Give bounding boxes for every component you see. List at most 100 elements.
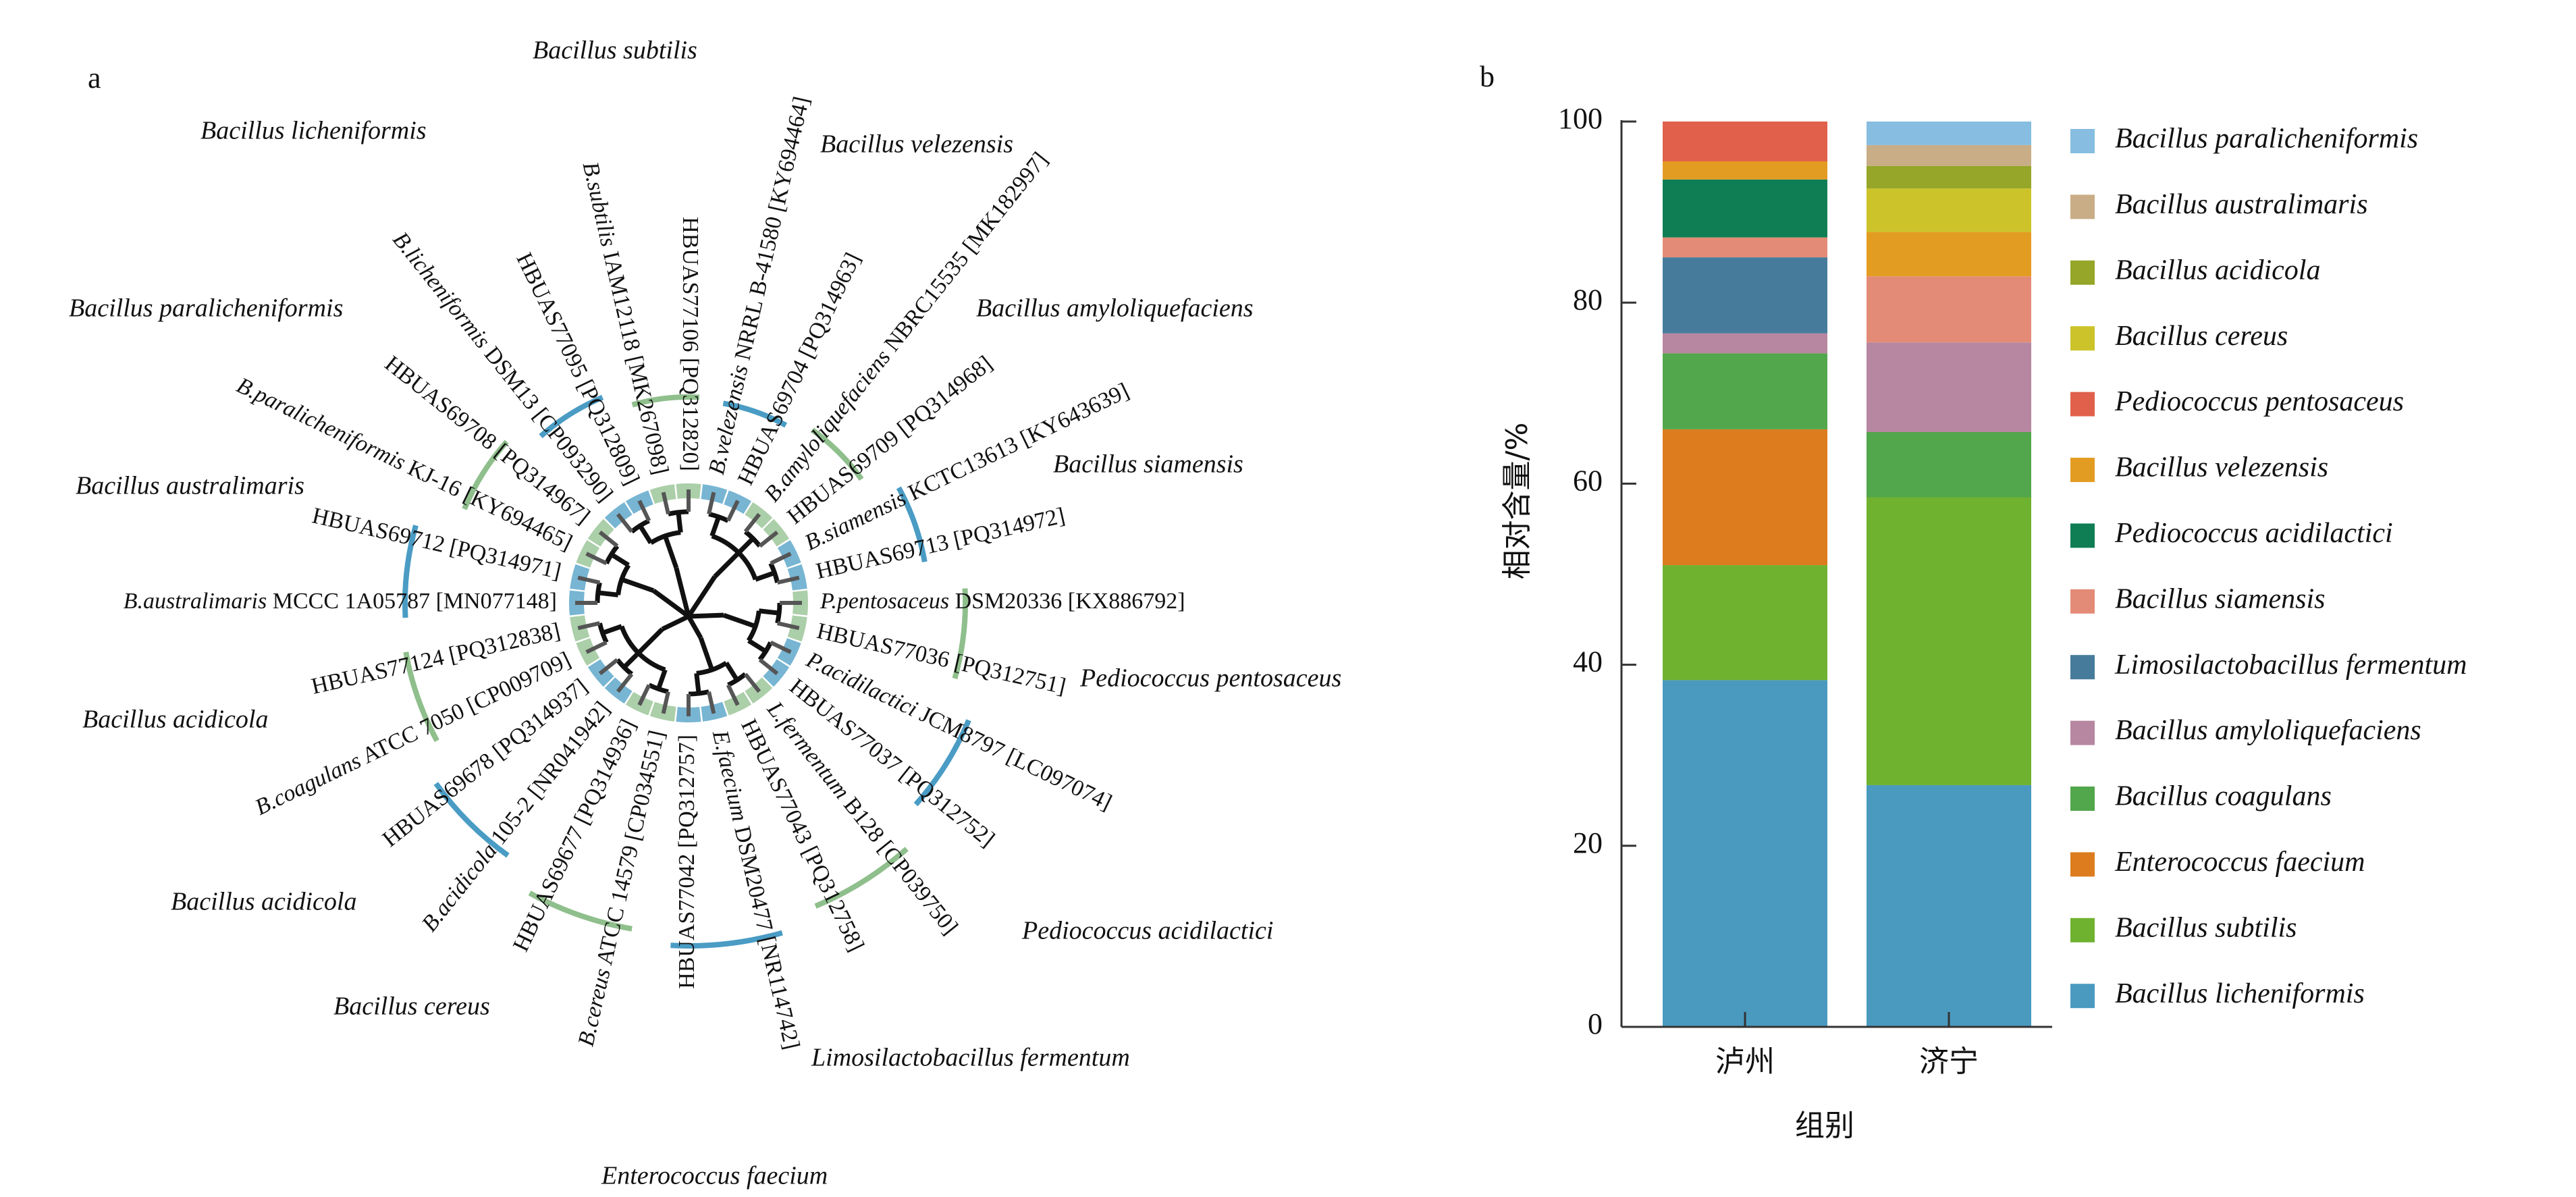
species-group-label: Bacillus paralicheniformis <box>69 294 343 323</box>
legend-label: Bacillus licheniformis <box>2115 978 2365 1009</box>
legend-swatch <box>2070 787 2095 811</box>
branch <box>688 612 724 619</box>
legend-label: Bacillus coagulans <box>2115 781 2332 812</box>
bar-segment <box>1867 784 2031 1027</box>
leaf-label: B.velezensis NRRL B-41580 [KY694464] <box>704 95 815 477</box>
bar-segment <box>1663 237 1827 258</box>
group-arc <box>670 930 783 949</box>
branch <box>622 651 641 669</box>
leaf-tip <box>726 500 740 522</box>
bar-segment <box>1867 342 2031 432</box>
leaf-tip <box>585 552 608 566</box>
species-group-label: Bacillus acidicola <box>82 706 268 734</box>
species-group-label: Limosilactobacillus fermentum <box>811 1044 1130 1072</box>
axes: 0 20 40 60 80 100 泸州 济宁 <box>1558 102 2052 1079</box>
bar-segment <box>1663 353 1827 429</box>
branch <box>649 530 681 546</box>
branch <box>601 624 623 635</box>
branch <box>747 638 768 654</box>
species-group-label: Bacillus velezensis <box>820 130 1013 159</box>
leaf-tip <box>637 500 651 522</box>
leaf-label: B.subtilis IAM12118 [MK267098] <box>578 159 674 477</box>
branch <box>676 512 683 533</box>
legend-item: Bacillus cereus <box>2070 321 2288 352</box>
leaf-label: E.faecium DSM20477 [NR114742] <box>707 727 805 1051</box>
legend-item: Bacillus coagulans <box>2070 781 2332 812</box>
species-group-label: Bacillus siamensis <box>1053 450 1243 479</box>
legend-item: Bacillus amyloliquefaciens <box>2070 715 2421 746</box>
bar-segment <box>1867 232 2031 277</box>
bar-segment <box>1663 179 1827 238</box>
leaf-tip <box>707 491 716 515</box>
leaf-tip <box>585 640 608 654</box>
leaf-tip <box>707 691 716 714</box>
leaf-strain-accession: DSM20477 [NR114742] <box>728 818 804 1052</box>
legend-swatch <box>2070 589 2095 614</box>
branch <box>637 627 664 655</box>
y-tick-label: 0 <box>1588 1007 1603 1040</box>
leaf-tip <box>726 684 740 706</box>
leaf-species-abbrev: B.subtilis <box>578 159 621 249</box>
legend-item: Pediococcus acidilactici <box>2070 518 2393 549</box>
group-arc <box>462 440 509 510</box>
branch <box>619 625 666 672</box>
bar-segment <box>1867 144 2031 166</box>
species-group-label: Pediococcus pentosaceus <box>1079 664 1341 693</box>
leaf-label: HBUAS77106 [PQ312820] <box>678 217 703 471</box>
group-arcs <box>402 394 971 949</box>
legend-item: Limosilactobacillus fermentum <box>2070 649 2467 681</box>
leaf-tip <box>661 491 670 515</box>
bar-segment <box>1663 161 1827 180</box>
leaf-tip <box>577 575 601 585</box>
legend-swatch <box>2070 194 2095 219</box>
branch <box>736 537 755 555</box>
species-group-label: Enterococcus faecium <box>601 1162 828 1190</box>
group-arc <box>810 427 864 481</box>
group-arc <box>631 394 700 408</box>
legend-label: Bacillus cereus <box>2115 321 2288 352</box>
legend-swatch <box>2070 852 2095 877</box>
legend-label: Bacillus siamensis <box>2115 583 2326 614</box>
bar-segment <box>1867 431 2031 498</box>
branch <box>694 672 701 694</box>
group-arc <box>402 525 419 618</box>
leaf-tip <box>743 512 761 533</box>
leaf-species-abbrev: B.australimaris <box>124 589 267 614</box>
legend-swatch <box>2070 984 2095 1009</box>
legend-label: Bacillus amyloliquefaciens <box>2115 715 2421 746</box>
branch <box>709 516 721 537</box>
species-group-label: Bacillus amyloliquefaciens <box>976 294 1254 323</box>
legend-item: Bacillus australimaris <box>2070 189 2368 220</box>
group-arc <box>913 719 971 807</box>
legend-label: Enterococcus faecium <box>2114 847 2365 878</box>
legend-label: Bacillus acidicola <box>2115 255 2320 286</box>
species-group-label: Bacillus licheniformis <box>200 117 427 145</box>
leaf-tip <box>598 530 619 548</box>
legend-label: Limosilactobacillus fermentum <box>2114 649 2467 681</box>
legend-item: Bacillus siamensis <box>2070 583 2326 614</box>
legend-item: Pediococcus pentosaceus <box>2070 386 2404 417</box>
x-tick-label: 泸州 <box>1715 1044 1775 1079</box>
legend: Bacillus paralicheniformis Bacillus austr… <box>2070 124 2467 1009</box>
group-arc <box>896 486 928 562</box>
branch <box>652 589 691 618</box>
leaf-species-abbrev: B.paralicheniformis <box>233 373 410 475</box>
legend-swatch <box>2070 917 2095 942</box>
group-arc <box>814 847 909 909</box>
leaf-tip <box>776 575 800 585</box>
branch <box>754 570 776 582</box>
leaf-species-abbrev: B.coagulans <box>251 748 365 820</box>
leaf-tip <box>758 530 779 548</box>
bar-segment <box>1663 333 1827 354</box>
legend-swatch <box>2070 523 2095 548</box>
leaf-label: P.pentosaceus DSM20336 [KX886792] <box>820 589 1185 614</box>
branch <box>674 567 691 617</box>
group-arc <box>722 400 788 428</box>
leaf-strain-accession: HBUAS77042 [PQ312757] <box>674 735 699 989</box>
bar-segment <box>1663 122 1827 162</box>
leaf-species-abbrev: B.acidicola <box>417 839 502 936</box>
legend-label: Bacillus subtilis <box>2115 912 2297 943</box>
panel-a-label: a <box>88 61 101 95</box>
tree-branches <box>595 509 782 697</box>
